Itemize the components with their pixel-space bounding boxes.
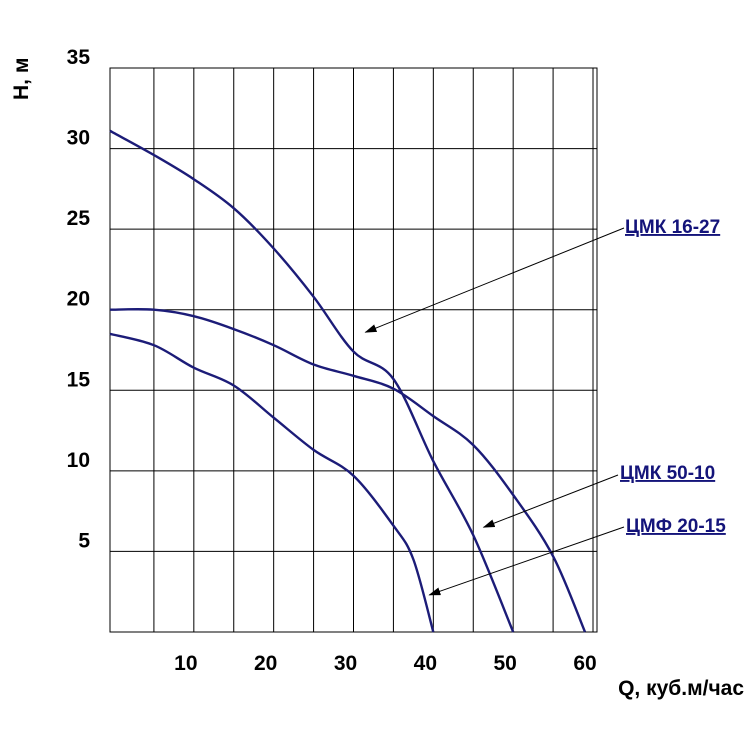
x-tick-label: 10 [174, 652, 197, 675]
y-tick-label: 10 [67, 449, 90, 472]
y-tick-label: 20 [67, 288, 90, 311]
tick-labels: 10 20 30 40 50 60 5 10 15 20 25 30 35 [67, 46, 597, 675]
curves [109, 129, 587, 633]
label-tsmk-16-27: ЦМК 16-27 [625, 217, 720, 238]
curve-labels: ЦМК 16-27 ЦМК 50-10 ЦМФ 20-15 [364, 217, 726, 596]
x-tick-label: 20 [254, 652, 277, 675]
leader-line [482, 474, 619, 528]
y-tick-label: 30 [67, 127, 90, 150]
x-tick-label: 30 [334, 652, 357, 675]
y-tick-label: 15 [67, 368, 91, 391]
leader-line [364, 227, 625, 333]
x-tick-label: 50 [493, 652, 516, 675]
curve-tsmf-20-15 [109, 332, 435, 633]
x-axis-title: Q, куб.м/час [618, 677, 744, 700]
y-tick-label: 35 [67, 46, 91, 69]
x-tick-label: 60 [573, 652, 596, 675]
curve-tsmk-50-10 [109, 308, 587, 633]
leader-line [428, 526, 625, 596]
curve-tsmk-16-27 [109, 129, 515, 633]
x-tick-label: 40 [414, 652, 437, 675]
y-axis-title: H, м [10, 58, 33, 100]
y-tick-label: 25 [67, 207, 91, 230]
y-tick-label: 5 [78, 529, 90, 552]
label-tsmk-50-10: ЦМК 50-10 [620, 463, 715, 484]
label-tsmf-20-15: ЦМФ 20-15 [626, 516, 726, 537]
